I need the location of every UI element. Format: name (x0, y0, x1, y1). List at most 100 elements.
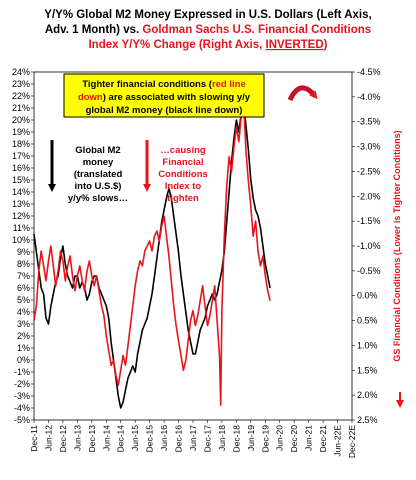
right-tick-label: -4.0% (357, 92, 381, 102)
right-axis-ticks: -4.5% -4.0% -3.5% -3.0% -2.5% -2.0% -1.5% -1.0%… (352, 67, 381, 425)
left-tick-label: 10% (12, 235, 30, 245)
x-tick-label: Jun-22E (333, 425, 343, 457)
left-tick-label: 14% (12, 187, 30, 197)
x-tick-label: Dec-15 (145, 425, 155, 453)
box-line-1: Tighter financial conditions (red line (82, 79, 245, 90)
title-part-1: Adv. 1 Month) vs. (45, 24, 143, 36)
x-tick-label: Jun-14 (101, 425, 111, 451)
red-note-line-3: Conditions (158, 169, 208, 180)
x-tick-label: Jun-18 (217, 425, 227, 451)
x-tick-label: Jun-19 (246, 425, 256, 451)
left-tick-label: 16% (12, 163, 30, 173)
title-part-3: Index Y/Y% Change (Right Axis, (88, 39, 265, 51)
peak-curve-arrow (287, 85, 318, 102)
right-axis-label: GS Financial Conditions (Lower is Tighte… (392, 130, 402, 361)
x-tick-label: Jun-15 (130, 425, 140, 451)
left-tick-label: 20% (12, 115, 30, 125)
x-tick-label: Jun-12 (43, 425, 53, 451)
right-tick-label: -3.5% (357, 117, 381, 127)
red-note-line-1: …causing (160, 145, 206, 156)
left-tick-label: 24% (12, 67, 30, 77)
right-tick-label: 2.0% (357, 390, 378, 400)
left-tick-label: 2% (17, 331, 30, 341)
x-tick-label: Dec-12 (58, 425, 68, 453)
peak-curve-arrow-path (287, 85, 318, 102)
right-tick-label: -3.0% (357, 142, 381, 152)
right-tick-label: -1.5% (357, 216, 381, 226)
box-line-2-part-1: ) are associated with slowing y/y (103, 92, 251, 103)
title-part-5: ) (324, 39, 328, 51)
title-part-4: INVERTED (266, 39, 324, 51)
left-tick-label: 3% (17, 319, 30, 329)
right-tick-label: 1.0% (357, 340, 378, 350)
left-tick-label: 15% (12, 175, 30, 185)
title-line-1: Y/Y% Global M2 Money Expressed in U.S. D… (44, 9, 371, 21)
left-tick-label: 5% (17, 295, 30, 305)
red-note: …causing Financial Conditions Index to t… (143, 140, 208, 204)
black-note-line-4: into U.S.$) (75, 181, 122, 192)
plot-area (33, 71, 353, 421)
x-tick-label: Dec-21 (318, 425, 328, 453)
title-part-2: Goldman Sachs U.S. Financial Conditions (142, 24, 371, 36)
red-note-line-5: tighten (167, 193, 199, 204)
left-tick-label: -5% (14, 415, 30, 425)
box-line-3: global M2 money (black line down) (86, 105, 243, 116)
x-tick-label: Jun-21 (304, 425, 314, 451)
black-note-line-5: y/y% slows… (68, 193, 128, 204)
x-tick-label: Jun-16 (159, 425, 169, 451)
right-tick-label: -4.5% (357, 67, 381, 77)
left-tick-label: 1% (17, 343, 30, 353)
x-tick-label: Dec-14 (116, 425, 126, 453)
left-tick-label: 0% (17, 355, 30, 365)
left-axis-ticks: 24% 23% 22% 21% 20% 19% 18% 17% 16% 15% 14% 13% 12% 1… (12, 67, 34, 425)
x-tick-label: Dec-13 (87, 425, 97, 453)
x-tick-label: Dec-22E (347, 425, 357, 458)
left-tick-label: 6% (17, 283, 30, 293)
annotation-box: Tighter financial conditions (red line d… (63, 73, 265, 118)
left-tick-label: 4% (17, 307, 30, 317)
right-tick-label: 0.5% (357, 316, 378, 326)
right-tick-label: -2.5% (357, 166, 381, 176)
left-tick-label: 19% (12, 127, 30, 137)
title-line-3: Index Y/Y% Change (Right Axis, INVERTED) (88, 39, 327, 51)
left-tick-label: 21% (12, 103, 30, 113)
left-tick-label: 12% (12, 211, 30, 221)
title-line-2: Adv. 1 Month) vs. Goldman Sachs U.S. Fin… (45, 24, 371, 36)
left-tick-label: -4% (14, 403, 30, 413)
x-tick-label: Dec-20 (289, 425, 299, 453)
x-tick-label: Dec-18 (231, 425, 241, 453)
black-note-line-2: money (83, 157, 114, 168)
x-tick-label: Dec-16 (174, 425, 184, 453)
left-tick-label: 7% (17, 271, 30, 281)
red-note-line-2: Financial (162, 157, 203, 168)
red-note-line-4: Index to (165, 181, 202, 192)
annotation-box-bg (63, 73, 265, 118)
left-tick-label: 9% (17, 247, 30, 257)
left-tick-label: 13% (12, 199, 30, 209)
title-part-0: Y/Y% Global M2 Money Expressed in U.S. D… (44, 9, 371, 21)
right-tick-label: 1.5% (357, 365, 378, 375)
black-note: Global M2 money (translated into U.S.$) … (48, 140, 128, 204)
x-tick-label: Dec-11 (29, 425, 39, 452)
left-tick-label: -3% (14, 391, 30, 401)
right-tick-label: -2.0% (357, 191, 381, 201)
fci-line (33, 101, 271, 406)
left-tick-label: -2% (14, 379, 30, 389)
x-tick-label: Jun-17 (188, 425, 198, 451)
left-tick-label: 23% (12, 79, 30, 89)
series-layer (33, 101, 271, 409)
left-tick-label: -1% (14, 367, 30, 377)
x-tick-label: Dec-17 (202, 425, 212, 453)
right-axis-label-group: GS Financial Conditions (Lower is Tighte… (392, 130, 404, 408)
box-line-2-part-0: down (78, 92, 103, 103)
right-tick-label: 0.0% (357, 291, 378, 301)
left-tick-label: 11% (13, 223, 30, 233)
right-tick-label: -0.5% (357, 266, 381, 276)
global-m2-line (33, 101, 271, 409)
left-tick-label: 8% (17, 259, 30, 269)
left-tick-label: 18% (12, 139, 30, 149)
box-line-3-part-0: global M2 money (black line down) (86, 105, 243, 116)
x-tick-label: Jun-13 (72, 425, 82, 451)
